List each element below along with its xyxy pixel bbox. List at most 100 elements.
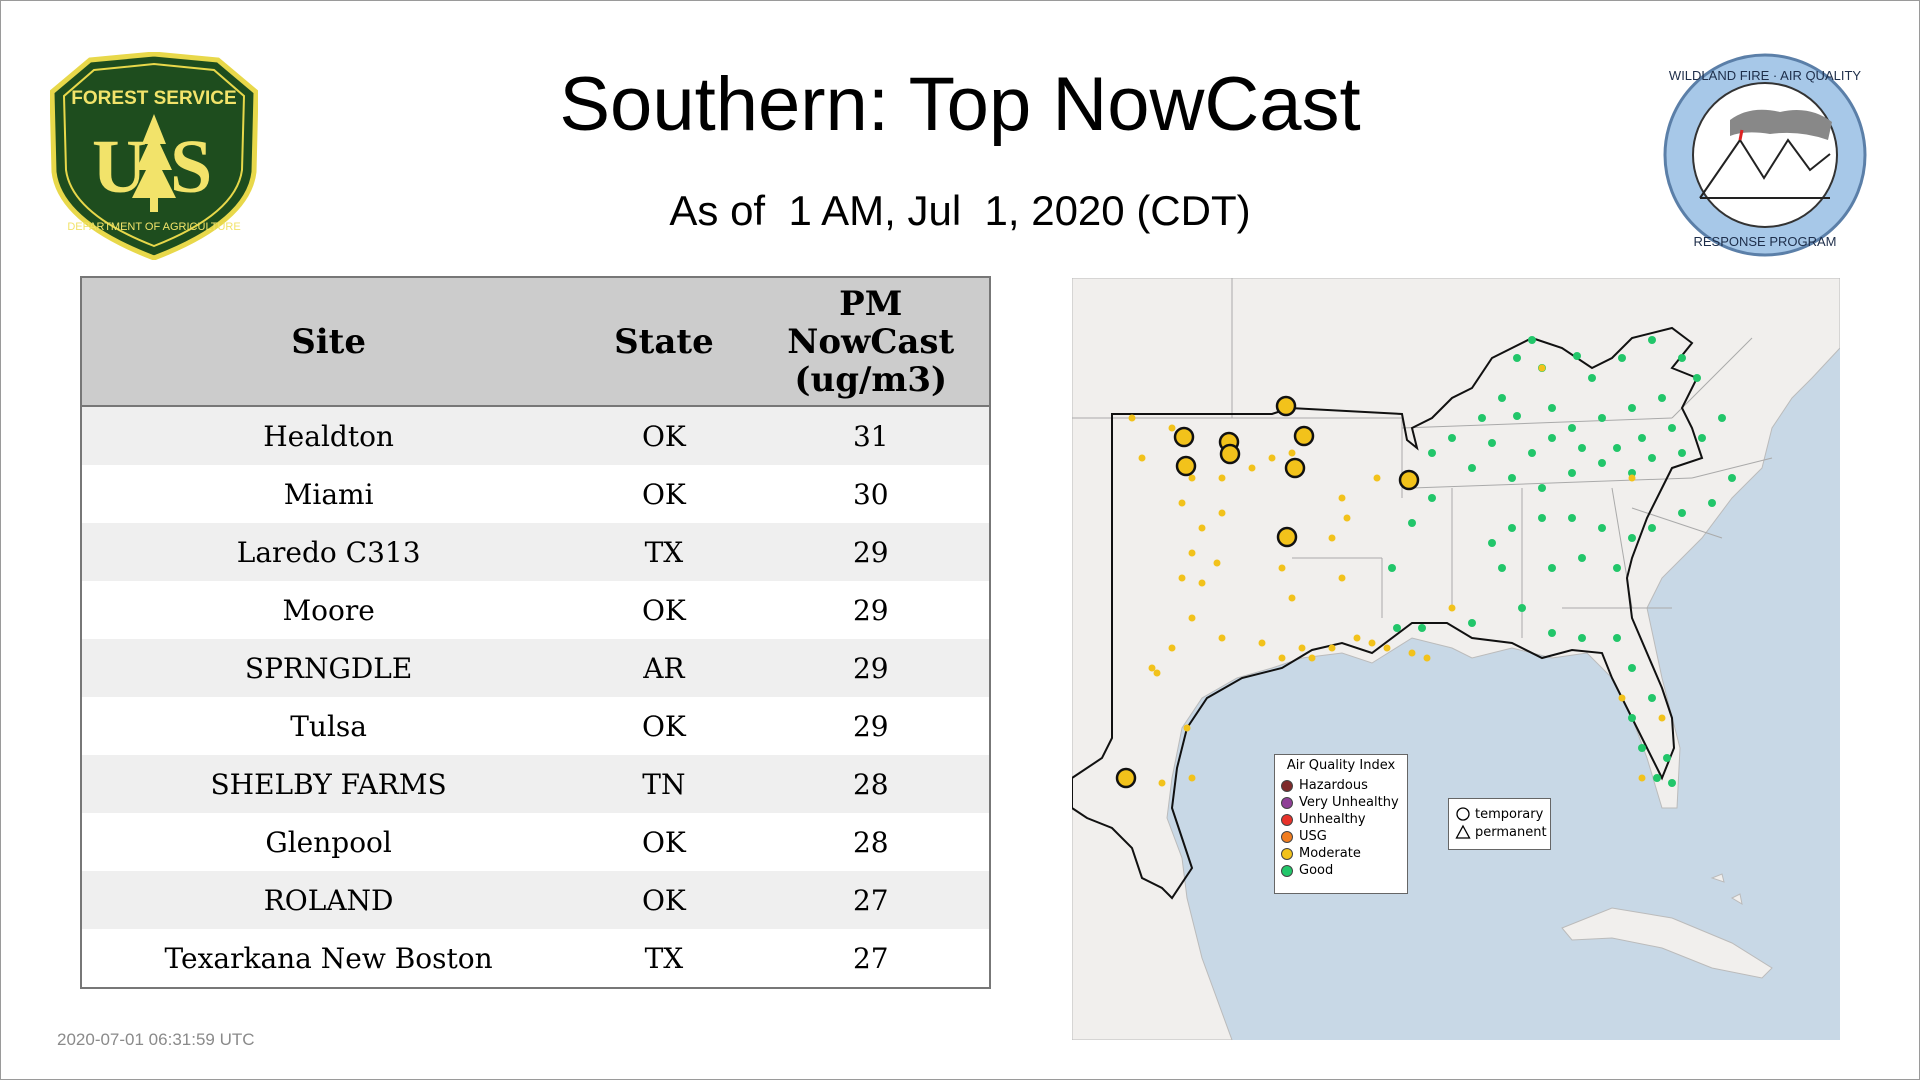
good-site-marker xyxy=(1508,524,1516,532)
site-cell: Tulsa xyxy=(81,697,576,755)
moderate-site-marker xyxy=(1218,509,1226,517)
nowcast-cell: 30 xyxy=(752,465,990,523)
good-site-marker xyxy=(1638,744,1646,752)
good-site-marker xyxy=(1678,449,1686,457)
moderate-site-markers xyxy=(1128,364,1666,787)
moderate-site-marker xyxy=(1298,644,1306,652)
header-pm-line1: PM xyxy=(839,283,903,324)
table-row: ROLAND OK 27 xyxy=(81,871,990,929)
circle-icon xyxy=(1456,807,1470,821)
svg-text:FOREST SERVICE: FOREST SERVICE xyxy=(71,88,236,109)
good-site-marker xyxy=(1598,524,1606,532)
good-site-marker xyxy=(1528,336,1536,344)
top-site-markers xyxy=(1115,395,1420,789)
moderate-site-marker xyxy=(1628,474,1636,482)
table-row: Laredo C313 TX 29 xyxy=(81,523,990,581)
aqi-legend: Air Quality Index Hazardous Very Unhealt… xyxy=(1274,754,1408,894)
good-site-marker xyxy=(1548,404,1556,412)
moderate-site-marker xyxy=(1338,494,1346,502)
good-site-marker xyxy=(1468,619,1476,627)
svg-text:DEPARTMENT OF AGRICULTURE: DEPARTMENT OF AGRICULTURE xyxy=(67,221,240,233)
top-site-marker-miami xyxy=(1275,395,1297,417)
moderate-site-marker xyxy=(1198,579,1206,587)
good-site-marker xyxy=(1613,564,1621,572)
site-cell: Moore xyxy=(81,581,576,639)
nowcast-cell: 27 xyxy=(752,871,990,929)
state-cell: TX xyxy=(575,929,753,988)
good-site-marker xyxy=(1488,539,1496,547)
aqi-legend-label: Good xyxy=(1299,863,1334,878)
moderate-site-marker xyxy=(1383,644,1391,652)
aqi-legend-item: Hazardous xyxy=(1275,777,1407,794)
state-cell: TX xyxy=(575,523,753,581)
good-site-marker xyxy=(1568,514,1576,522)
moderate-site-marker xyxy=(1218,634,1226,642)
good-site-marker xyxy=(1628,404,1636,412)
good-site-marker xyxy=(1658,394,1666,402)
svg-text:RESPONSE PROGRAM: RESPONSE PROGRAM xyxy=(1693,234,1836,249)
site-cell: Healdton xyxy=(81,406,576,465)
site-cell: Miami xyxy=(81,465,576,523)
usfs-shield-logo: FOREST SERVICE U S DEPARTMENT OF AGRICUL… xyxy=(49,51,259,261)
good-site-marker xyxy=(1388,564,1396,572)
top-site-marker-glenpool xyxy=(1219,443,1241,465)
header-pm-line3: (ug/m3) xyxy=(794,359,948,400)
moderate-site-marker xyxy=(1338,574,1346,582)
good-site-marker xyxy=(1428,449,1436,457)
moderate-site-marker xyxy=(1328,534,1336,542)
good-site-marker xyxy=(1498,394,1506,402)
moderate-site-marker xyxy=(1343,514,1351,522)
table-row: Texarkana New Boston TX 27 xyxy=(81,929,990,988)
moderate-site-marker xyxy=(1213,559,1221,567)
good-site-marker xyxy=(1498,564,1506,572)
good-site-marker xyxy=(1578,554,1586,562)
moderate-site-marker xyxy=(1148,664,1156,672)
top-site-marker-sprngdle xyxy=(1293,425,1315,447)
good-site-marker xyxy=(1418,624,1426,632)
moderate-site-marker xyxy=(1423,654,1431,662)
nowcast-cell: 29 xyxy=(752,523,990,581)
good-site-marker xyxy=(1648,694,1656,702)
good-site-marker xyxy=(1428,494,1436,502)
good-site-marker xyxy=(1613,634,1621,642)
table-header-row: Site State PM NowCast (ug/m3) xyxy=(81,277,990,407)
moderate-site-marker xyxy=(1328,644,1336,652)
header-site: Site xyxy=(81,277,576,407)
nowcast-cell: 29 xyxy=(752,639,990,697)
good-site-marker xyxy=(1668,779,1676,787)
good-site-marker xyxy=(1648,524,1656,532)
unhealthy-swatch-icon xyxy=(1281,813,1293,826)
wildland-fire-air-quality-logo: WILDLAND FIRE · AIR QUALITY RESPONSE PRO… xyxy=(1660,50,1870,260)
good-site-marker xyxy=(1528,449,1536,457)
top-site-marker-shelby-farms xyxy=(1398,469,1420,491)
table-row: Glenpool OK 28 xyxy=(81,813,990,871)
good-site-marker xyxy=(1668,424,1676,432)
good-site-marker xyxy=(1548,629,1556,637)
good-site-marker xyxy=(1708,499,1716,507)
nowcast-cell: 28 xyxy=(752,813,990,871)
good-site-marker xyxy=(1408,519,1416,527)
moderate-site-marker xyxy=(1188,614,1196,622)
moderate-site-marker xyxy=(1288,449,1296,457)
good-site-marker xyxy=(1718,414,1726,422)
moderate-site-marker xyxy=(1168,644,1176,652)
good-site-marker xyxy=(1393,624,1401,632)
moderate-site-marker xyxy=(1288,594,1296,602)
table-row: Tulsa OK 29 xyxy=(81,697,990,755)
map-svg xyxy=(1072,278,1840,1040)
top-nowcast-table: Site State PM NowCast (ug/m3) Healdton O… xyxy=(80,276,991,989)
nowcast-cell: 27 xyxy=(752,929,990,988)
good-site-marker xyxy=(1628,534,1636,542)
good-site-marker xyxy=(1588,374,1596,382)
moderate-site-marker xyxy=(1268,454,1276,462)
good-site-marker xyxy=(1678,354,1686,362)
good-site-marker xyxy=(1578,634,1586,642)
top-site-marker-moore xyxy=(1173,426,1195,448)
aqi-legend-item: Unhealthy xyxy=(1275,811,1407,828)
table-row: Miami OK 30 xyxy=(81,465,990,523)
moderate-site-marker xyxy=(1183,724,1191,732)
moderate-site-marker xyxy=(1538,364,1546,372)
good-site-marker xyxy=(1578,444,1586,452)
header-pm-line2: NowCast xyxy=(787,321,955,362)
type-legend-label: temporary xyxy=(1475,806,1544,822)
